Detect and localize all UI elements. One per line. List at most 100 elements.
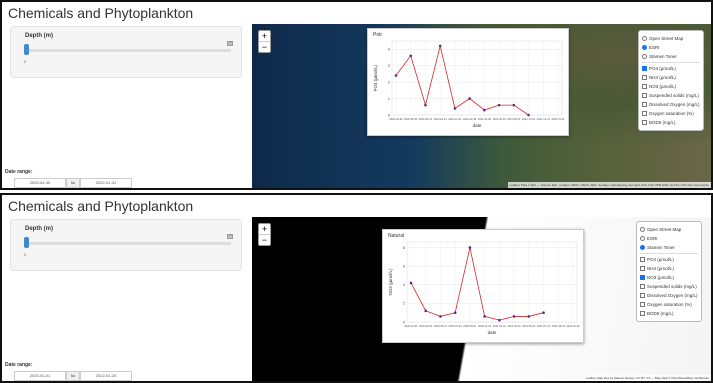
- date-start[interactable]: 2020-04-30: [14, 178, 66, 188]
- data-point: [438, 44, 442, 48]
- x-tick-label: 2020-01-01: [404, 324, 418, 328]
- map: + − Leaflet | Tiles © Esri — Source: Esri,…: [252, 24, 711, 188]
- checkbox[interactable]: [642, 75, 647, 80]
- zoom-out[interactable]: −: [259, 234, 270, 245]
- data-line: [395, 45, 529, 116]
- checkbox[interactable]: [642, 102, 647, 107]
- layer-item[interactable]: NH4 (µmol/L): [640, 264, 698, 273]
- layer-label: NO3 (µmol/L): [647, 275, 675, 280]
- layer-item[interactable]: ESRI: [642, 43, 700, 52]
- checkbox[interactable]: [640, 293, 645, 298]
- y-tick-label: 2: [403, 301, 406, 306]
- checkbox[interactable]: [642, 111, 647, 116]
- checkbox[interactable]: [640, 257, 645, 262]
- chart-title: Natural: [388, 233, 404, 239]
- y-tick-label: 3: [388, 63, 391, 68]
- data-point: [527, 315, 531, 318]
- y-tick-label: 1: [388, 96, 391, 101]
- radio[interactable]: [642, 45, 647, 50]
- x-tick-label: 2021-05-01: [522, 324, 536, 328]
- depth-label: Depth (m): [25, 226, 53, 232]
- app-title: Chemicals and Phytoplankton: [8, 198, 194, 214]
- data-point: [512, 315, 516, 318]
- slider-max: 30: [226, 234, 233, 239]
- radio[interactable]: [640, 227, 645, 232]
- zoom-in[interactable]: +: [261, 31, 268, 41]
- radio[interactable]: [640, 245, 645, 250]
- data-point: [453, 107, 457, 110]
- layer-control: Open Street Map ESRI Stamen Toner PO4 (µmol…: [636, 221, 702, 322]
- attribution: Leaflet | Tiles © Esri — Source: Esri, i…: [507, 182, 711, 188]
- slider-track: [25, 49, 231, 52]
- layer-label: Dissolved Oxygen (mg/L): [649, 102, 700, 107]
- layer-item[interactable]: NH4 (µmol/L): [642, 73, 700, 82]
- separator: [640, 253, 698, 254]
- layer-item[interactable]: PO4 (µmol/L): [640, 255, 698, 264]
- checkbox[interactable]: [640, 311, 645, 316]
- y-tick-label: 4: [388, 47, 391, 52]
- y-tick-label: 2: [388, 79, 391, 84]
- slider-handle[interactable]: [24, 44, 29, 55]
- x-tick-label: 2021-09-01: [552, 324, 566, 328]
- checkbox[interactable]: [640, 275, 645, 280]
- layer-item[interactable]: Suspended solids (mg/L): [642, 91, 700, 100]
- checkbox[interactable]: [642, 93, 647, 98]
- checkbox[interactable]: [642, 84, 647, 89]
- layer-item[interactable]: Suspended solids (mg/L): [640, 282, 698, 291]
- slider-handle[interactable]: [24, 237, 29, 248]
- layer-label: NH4 (µmol/L): [649, 75, 676, 80]
- depth-slider-box: Depth (m) 0 30: [10, 26, 242, 78]
- layer-item[interactable]: ESRI: [640, 234, 698, 243]
- zoom-control: + −: [258, 223, 271, 246]
- layer-label: NO3 (µmol/L): [649, 84, 677, 89]
- layer-label: Open Street Map: [647, 227, 682, 232]
- checkbox[interactable]: [640, 266, 645, 271]
- data-point: [483, 315, 486, 318]
- layer-label: Suspended solids (mg/L): [647, 284, 697, 289]
- date-label: Date range:: [5, 169, 33, 175]
- layer-label: PO4 (µmol/L): [647, 257, 674, 262]
- date-end[interactable]: 2022-01-20: [80, 371, 132, 381]
- radio[interactable]: [640, 236, 645, 241]
- layer-item[interactable]: Dissolved Oxygen (mg/L): [642, 100, 700, 109]
- layer-item[interactable]: PO4 (µmol/L): [642, 64, 700, 73]
- layer-item[interactable]: BOD5 (mg/L): [640, 309, 698, 318]
- layer-item[interactable]: BOD5 (mg/L): [642, 118, 700, 127]
- checkbox[interactable]: [640, 284, 645, 289]
- date-separator: to: [66, 178, 80, 188]
- slider-min: 0: [24, 59, 27, 64]
- radio[interactable]: [642, 36, 647, 41]
- checkbox[interactable]: [640, 302, 645, 307]
- y-tick-label: 6: [403, 263, 406, 268]
- x-tick-label: 2021-01-01: [493, 324, 507, 328]
- x-tick-label: 2021-07-01: [537, 324, 551, 328]
- layer-item[interactable]: Dissolved Oxygen (mg/L): [640, 291, 698, 300]
- zoom-out[interactable]: −: [259, 41, 270, 52]
- layer-item[interactable]: Open Street Map: [640, 225, 698, 234]
- data-point: [394, 74, 398, 77]
- chart-title: Poti: [373, 32, 382, 38]
- layer-item[interactable]: Open Street Map: [642, 34, 700, 43]
- x-tick-label: 2020-03-01: [419, 324, 433, 328]
- radio[interactable]: [642, 54, 647, 59]
- layer-item[interactable]: Stamen Toner: [640, 243, 698, 252]
- checkbox[interactable]: [642, 120, 647, 125]
- x-tick-label: 2020-11-01: [478, 324, 492, 328]
- layer-label: Stamen Toner: [649, 54, 677, 59]
- layer-label: BOD5 (mg/L): [649, 120, 676, 125]
- x-tick-label: 2020-06-30: [404, 117, 418, 121]
- chart: Natural 0 2 4 6 8 2020-01-01 2020-03-01 2020-05-…: [388, 233, 580, 335]
- date-start[interactable]: 2020-01-01: [14, 371, 66, 381]
- zoom-in[interactable]: +: [261, 224, 268, 234]
- date-end[interactable]: 2022-01-31: [80, 178, 132, 188]
- layer-item[interactable]: NO3 (µmol/L): [640, 273, 698, 282]
- layer-item[interactable]: Oxygen saturation (%): [640, 300, 698, 309]
- layer-item[interactable]: Oxygen saturation (%): [642, 109, 700, 118]
- checkbox[interactable]: [642, 66, 647, 71]
- layer-item[interactable]: NO3 (µmol/L): [642, 82, 700, 91]
- layer-label: BOD5 (mg/L): [647, 311, 674, 316]
- slider-max: 30: [226, 41, 233, 46]
- data-point: [409, 281, 413, 285]
- layer-item[interactable]: Stamen Toner: [642, 52, 700, 61]
- x-tick-label: 2021-08-31: [507, 117, 521, 121]
